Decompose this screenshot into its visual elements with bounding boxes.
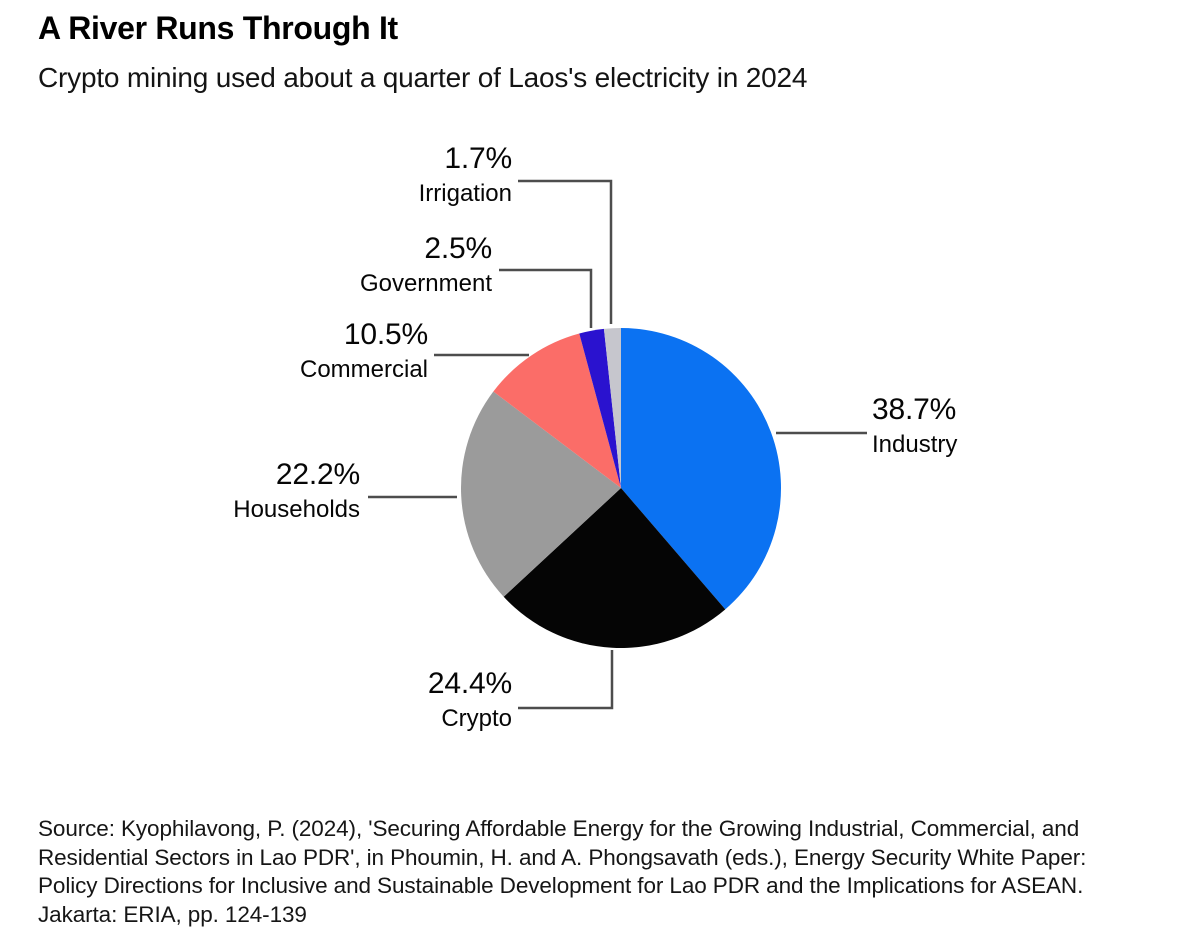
chart-subtitle: Crypto mining used about a quarter of La… [38, 62, 808, 93]
callout-commercial-value: 10.5% [343, 318, 428, 351]
callout-commercial-label: Commercial [299, 356, 428, 383]
leader-lines [368, 179, 867, 710]
leader-line-crypto [518, 650, 614, 710]
chart-title: A River Runs Through It [38, 10, 398, 46]
callout-crypto: 24.4% Crypto [428, 666, 512, 734]
callout-households-label: Households [233, 496, 360, 523]
source-line: Source: Kyophilavong, P. (2024), 'Securi… [38, 816, 1080, 841]
callout-government: 2.5% Government [360, 231, 492, 299]
pie-slice-households [460, 391, 621, 597]
pie-slice-crypto [503, 488, 726, 648]
source-note: Source: Kyophilavong, P. (2024), 'Securi… [38, 815, 1178, 929]
callout-irrigation-value: 1.7% [444, 142, 512, 175]
chart-header: A River Runs Through It Crypto mining us… [38, 8, 1168, 95]
leader-line-government [499, 268, 593, 328]
callout-irrigation: 1.7% Irrigation [418, 141, 513, 209]
callout-government-label: Government [359, 270, 492, 297]
callout-government-value: 2.5% [424, 232, 492, 265]
pie-slice-government [579, 328, 621, 488]
callout-irrigation-label: Irrigation [418, 180, 512, 207]
callout-commercial: 10.5% Commercial [300, 317, 428, 385]
pie-slice-irrigation [603, 328, 621, 488]
callout-households-value: 22.2% [275, 458, 360, 491]
callout-industry-label: Industry [872, 431, 958, 458]
callout-crypto-value: 24.4% [427, 667, 512, 700]
source-line: Policy Directions for Inclusive and Sust… [38, 873, 1084, 898]
leader-line-irrigation [518, 179, 613, 324]
callout-industry-value: 38.7% [872, 393, 957, 426]
pie-slice-industry [621, 328, 781, 610]
source-line: Jakarta: ERIA, pp. 124-139 [38, 901, 307, 927]
callout-households: 22.2% Households [233, 457, 360, 525]
pie-slices [460, 328, 781, 648]
callout-industry: 38.7% Industry [872, 392, 957, 460]
callout-crypto-label: Crypto [441, 705, 512, 732]
pie-slice-commercial [493, 333, 621, 488]
source-line: Residential Sectors in Lao PDR', in Phou… [38, 844, 1087, 870]
